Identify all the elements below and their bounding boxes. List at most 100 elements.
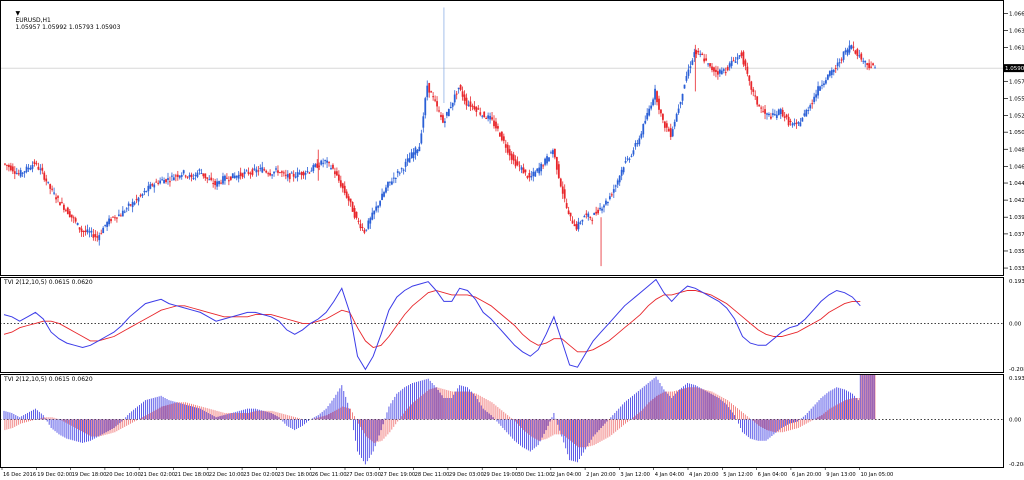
time-axis-label: 5 Jan 12:00 [723,472,753,478]
candle [387,181,389,191]
candle [559,177,562,188]
candle [453,90,456,106]
candle [147,181,150,197]
candle [424,96,427,119]
candle [131,198,134,213]
candle [616,178,619,188]
candle [542,163,545,170]
indicator-pane-lines[interactable]: TVI 2(12,10,5) 0.0615 0.0620 [0,277,1004,372]
candle [581,219,584,226]
candle [210,172,213,182]
candle [587,211,590,221]
candle [341,182,344,193]
candle [47,181,50,185]
candle [359,219,362,231]
candle [171,172,173,181]
candle [343,181,346,196]
candle [13,166,16,180]
candle [335,167,338,177]
candle [265,169,268,174]
candle [88,227,91,238]
candle [149,181,152,190]
candle [102,226,105,234]
collapse-arrow-icon[interactable]: ▼ [15,10,21,17]
candle [112,216,114,218]
symbol-label: EURUSD,H1 [15,17,51,24]
candle [257,166,260,176]
candle [652,97,654,107]
candle [634,140,637,150]
candle [286,170,289,182]
price-axis-label: 1.04855 [1009,147,1024,153]
candle [190,172,193,182]
candle [854,49,857,55]
candle [828,70,831,78]
price-axis-label: 1.05730 [1009,79,1024,85]
candle [98,232,101,246]
candle [436,96,438,112]
price-axis-label: 1.04200 [1009,198,1024,204]
candle [675,112,678,122]
candle [379,199,381,208]
candle [304,170,307,180]
candle [593,212,596,216]
candle [811,99,814,109]
candle [412,148,415,162]
candle [526,175,529,180]
candle [809,103,812,111]
candle [29,165,32,171]
candle [758,103,761,107]
candle [114,215,116,221]
candle [548,157,550,162]
candle [243,168,246,179]
candle [194,172,197,181]
candle [563,184,566,203]
tvi-line [3,278,861,371]
candle [595,206,598,216]
candle [709,62,711,69]
candle [259,164,262,172]
candle [351,201,354,212]
candle [294,172,297,179]
tvi-histogram-chart[interactable] [0,374,1004,467]
candle [522,163,525,174]
candle [383,190,385,198]
candle [734,56,737,64]
indicator-pane-histogram[interactable]: TVI 2(12,10,5) 0.0615 0.0620 [0,374,1004,467]
candle [23,170,26,178]
price-pane[interactable]: ▼ EURUSD,H1 1.05957 1.05992 1.05793 1.05… [0,0,1004,275]
candle [744,58,747,71]
price-axis-label: 1.03980 [1009,215,1024,221]
candle [872,62,874,67]
tvi-line-chart[interactable] [0,277,1004,372]
candle [561,181,564,199]
price-axis-label: 1.03545 [1009,249,1024,255]
candle [389,181,391,186]
candle [178,175,181,180]
price-axis-label: 1.06605 [1009,11,1024,17]
candle [683,84,686,89]
candle [777,108,780,116]
current-price-label: 1.05903 [1005,66,1024,72]
time-axis-label: 28 Dec 11:00 [415,472,450,478]
price-chart[interactable] [0,0,1004,275]
candle [349,198,352,207]
time-axis-label: 23 Dec 02:00 [243,472,278,478]
candle [463,90,466,105]
candle [644,115,647,125]
candle [577,217,580,232]
candle [145,190,148,193]
candle [373,210,376,220]
candle [110,217,112,224]
candle [61,197,63,204]
candle [420,129,423,145]
candle [322,158,325,168]
candle [770,112,772,120]
time-axis-label: 30 Dec 11:00 [518,472,553,478]
candle [410,148,413,159]
candle [703,53,706,64]
candle [628,157,631,163]
candle [169,176,171,187]
candle [469,96,472,112]
